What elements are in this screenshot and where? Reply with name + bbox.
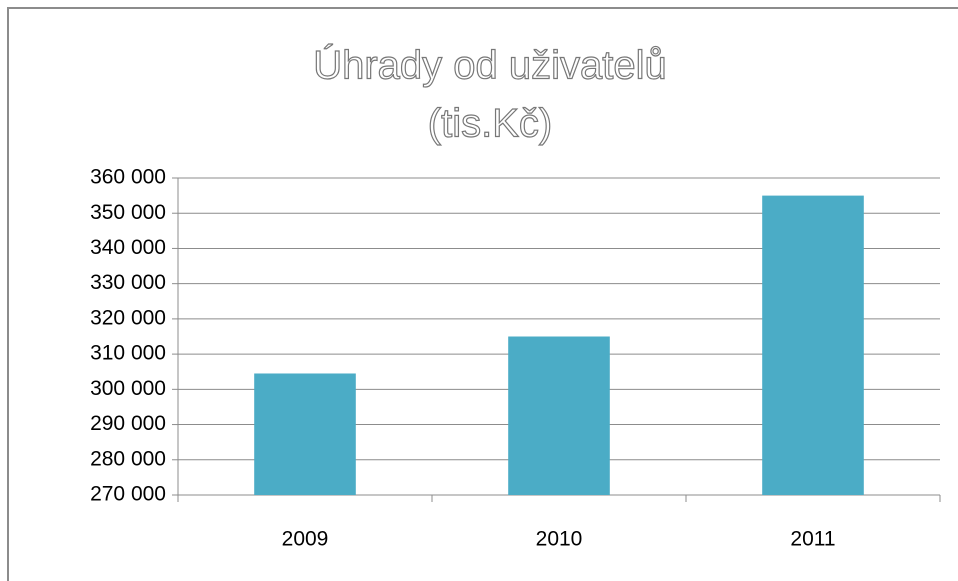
- y-tick-label: 280 000: [90, 447, 166, 470]
- x-tick-label: 2010: [536, 528, 583, 551]
- y-tick-label: 310 000: [90, 342, 166, 365]
- y-tick-label: 320 000: [90, 306, 166, 329]
- y-tick-label: 360 000: [90, 166, 166, 189]
- y-tick-label: 300 000: [90, 377, 166, 400]
- bar: [254, 373, 356, 495]
- chart-frame: [7, 7, 958, 581]
- y-tick-label: 350 000: [90, 201, 166, 224]
- x-tick-label: 2011: [790, 528, 835, 551]
- x-tick-label: 2009: [282, 528, 329, 551]
- y-tick-label: 340 000: [90, 236, 166, 259]
- chart-title: Úhrady od uživatelů: [313, 43, 667, 88]
- y-tick-label: 270 000: [90, 483, 166, 506]
- bar: [508, 336, 610, 495]
- y-tick-label: 290 000: [90, 412, 166, 435]
- chart-subtitle: (tis.Kč): [428, 102, 552, 146]
- bar: [762, 195, 864, 495]
- y-tick-label: 330 000: [90, 271, 166, 294]
